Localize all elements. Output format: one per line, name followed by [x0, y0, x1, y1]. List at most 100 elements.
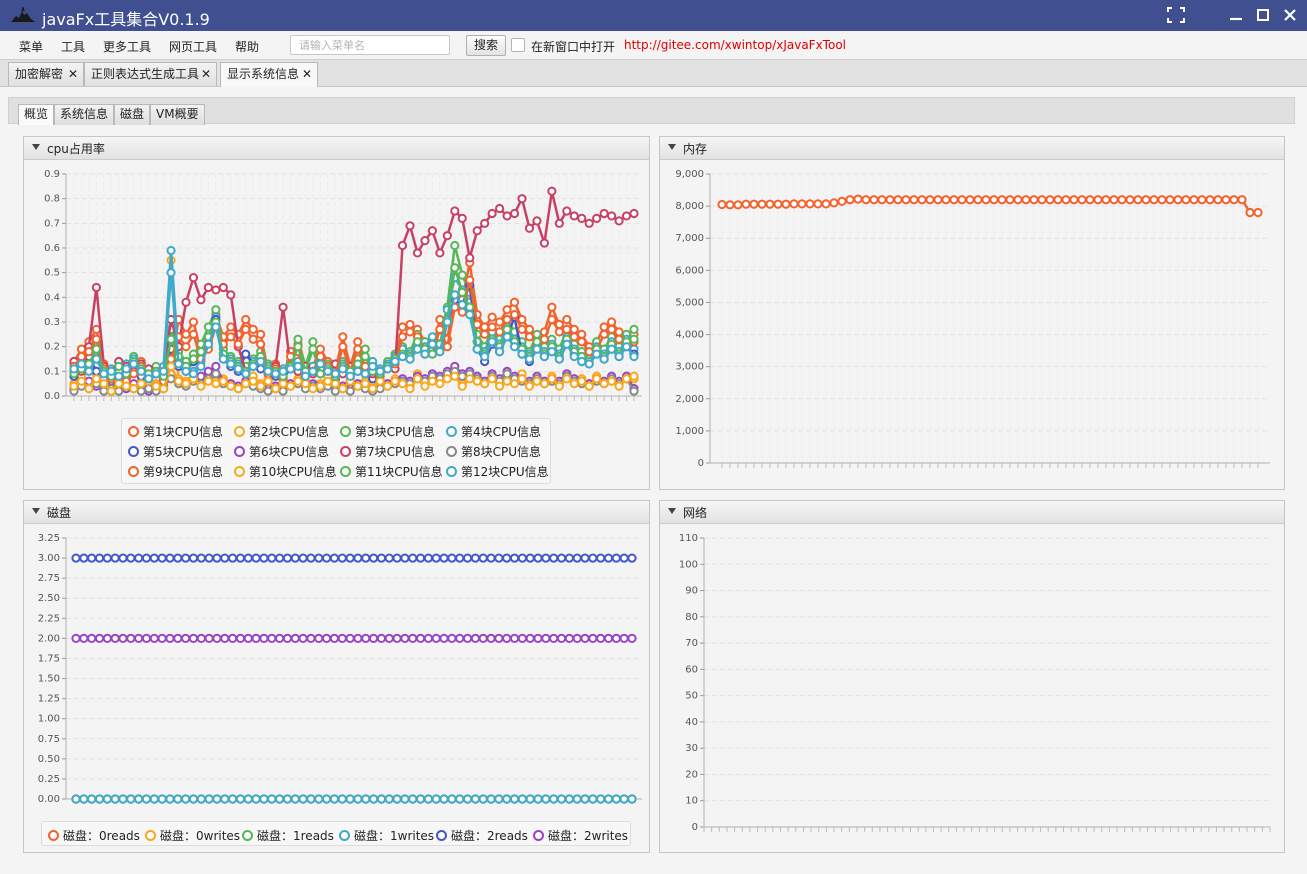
data-point	[71, 794, 81, 804]
data-point	[989, 195, 999, 205]
data-point	[188, 317, 199, 327]
open-new-window-label: 在新窗口中打开	[531, 40, 616, 54]
menu-item-tools[interactable]: 工具	[61, 40, 86, 54]
data-point	[556, 633, 567, 643]
data-point	[577, 337, 587, 347]
data-point	[181, 633, 191, 643]
tab-close-icon[interactable]: ✕	[200, 67, 211, 81]
panel-disk: 磁盘 0.00 0.25 0.50 0.75 1.00 1.25 1.50 1.75 2.00 2…	[23, 500, 650, 853]
data-point	[749, 199, 759, 209]
collapse-triangle-icon[interactable]	[32, 508, 40, 514]
data-point	[564, 794, 574, 804]
data-point	[1253, 207, 1263, 218]
data-point	[353, 344, 363, 354]
data-point	[412, 344, 423, 354]
data-point	[813, 199, 823, 209]
data-point	[106, 366, 116, 376]
data-point	[360, 351, 370, 362]
data-point	[457, 371, 467, 381]
data-point	[282, 633, 293, 643]
y-tick-label: 2.25	[38, 613, 60, 624]
data-point	[556, 794, 567, 804]
legend-marker	[446, 446, 457, 457]
data-point	[94, 633, 105, 643]
data-point	[569, 351, 579, 362]
maximize-icon[interactable]	[1252, 5, 1274, 25]
collapse-triangle-icon[interactable]	[32, 144, 40, 150]
tab-system-info[interactable]: 显示系统信息 ✕	[220, 62, 318, 87]
menu-search-input[interactable]	[290, 35, 450, 55]
y-tick-label: 0.75	[38, 734, 60, 745]
data-point	[114, 379, 124, 389]
data-point	[509, 310, 520, 320]
data-point	[298, 794, 308, 804]
data-point	[781, 199, 791, 209]
data-point	[329, 553, 340, 563]
y-tick-label: 3,000	[675, 362, 704, 373]
y-tick-label: 30	[685, 743, 698, 754]
data-point	[321, 633, 332, 643]
close-icon[interactable]	[1279, 5, 1301, 25]
y-tick-label: 0.5	[44, 268, 60, 279]
open-new-window-checkbox[interactable]	[511, 38, 525, 52]
data-point	[478, 633, 488, 643]
panel-header[interactable]: 网络	[660, 501, 1284, 524]
data-point	[157, 633, 167, 643]
data-point	[405, 327, 415, 337]
data-point	[965, 195, 975, 205]
menu-item-more-tools[interactable]: 更多工具	[103, 40, 152, 54]
data-point	[368, 633, 379, 643]
tab-close-icon[interactable]: ✕	[67, 67, 78, 81]
y-tick-label: 4,000	[675, 330, 704, 341]
data-point	[204, 553, 214, 563]
subtab-system-info[interactable]: 系统信息	[54, 104, 115, 125]
project-link[interactable]: http://gitee.com/xwintop/xJavaFxTool	[624, 38, 846, 52]
data-point	[524, 324, 535, 334]
collapse-triangle-icon[interactable]	[668, 144, 676, 150]
network-chart: 0 10 20 30 40 50 60 70 80 90 100 110	[679, 533, 1271, 833]
panel-header[interactable]: cpu占用率	[24, 137, 649, 160]
data-point	[353, 553, 363, 563]
menu-item-help[interactable]: 帮助	[235, 40, 260, 54]
data-point	[330, 379, 340, 389]
data-point	[629, 334, 639, 344]
data-point	[629, 371, 639, 381]
data-point	[397, 240, 408, 251]
data-point	[353, 381, 363, 391]
data-point	[149, 633, 159, 643]
data-point	[118, 794, 128, 804]
data-point	[345, 386, 355, 396]
data-point	[465, 253, 475, 263]
subtab-disk[interactable]: 磁盘	[114, 104, 151, 125]
tab-close-icon[interactable]: ✕	[301, 67, 312, 81]
data-point	[596, 794, 606, 804]
menu-item-web-tools[interactable]: 网页工具	[169, 40, 218, 54]
search-button[interactable]: 搜索	[466, 35, 506, 56]
y-tick-label: 0.50	[38, 754, 60, 765]
data-point	[619, 553, 629, 563]
data-point	[383, 364, 393, 374]
data-point	[596, 633, 606, 643]
collapse-triangle-icon[interactable]	[668, 508, 676, 514]
y-tick-label: 2.50	[38, 593, 60, 604]
data-point	[517, 374, 527, 384]
tab-encrypt-decrypt[interactable]: 加密解密 ✕	[8, 62, 84, 86]
data-point	[487, 312, 497, 322]
data-point	[329, 633, 340, 643]
panel-header[interactable]: 磁盘	[24, 501, 649, 524]
data-point	[337, 553, 347, 563]
data-point	[539, 379, 550, 389]
subtab-overview[interactable]: 概览	[18, 104, 55, 125]
data-point	[136, 366, 146, 376]
tab-regex-generator[interactable]: 正则表达式生成工具 ✕	[84, 62, 217, 86]
data-point	[102, 794, 112, 804]
minimize-icon[interactable]	[1225, 5, 1247, 25]
fullscreen-icon[interactable]	[1165, 5, 1187, 25]
panel-header[interactable]: 内存	[660, 137, 1284, 160]
subtab-vm-summary[interactable]: VM概要	[150, 104, 205, 125]
data-point	[1173, 195, 1183, 205]
data-point	[502, 211, 512, 221]
data-point	[480, 329, 490, 339]
menu-item-menu[interactable]: 菜单	[19, 40, 44, 54]
data-point	[275, 794, 285, 804]
